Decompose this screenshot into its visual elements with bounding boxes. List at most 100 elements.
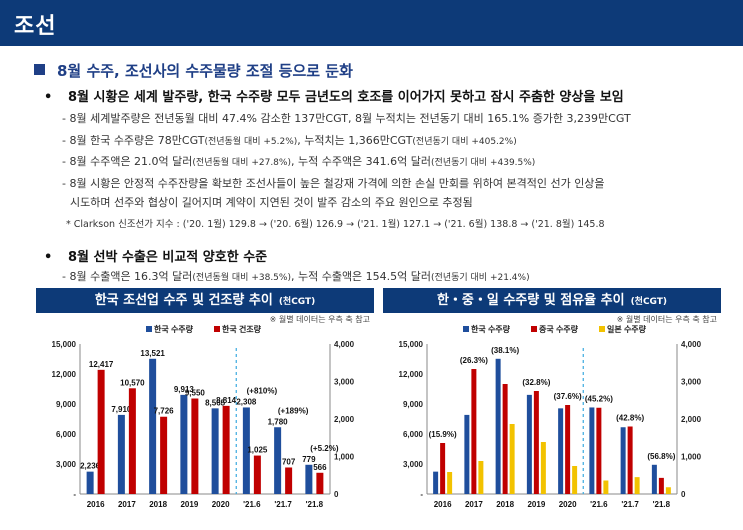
right-tick-label: 3,000	[681, 378, 702, 387]
data-label: 7,910	[111, 405, 132, 414]
bar	[305, 464, 313, 494]
bar	[651, 464, 657, 494]
title-bar: 조선	[0, 0, 743, 46]
annotation-label: (38.1%)	[491, 346, 519, 355]
bullet-dot: •	[44, 250, 53, 265]
line-2-sub-2: (전년동기 대비 +405.2%)	[412, 137, 517, 147]
chart-axis-note: ※ 월별 데이터는 우측 축 참고	[269, 315, 370, 324]
bar	[620, 427, 626, 494]
annotation-label: (+189%)	[278, 406, 309, 415]
category-label: 2019	[180, 500, 198, 509]
annotation-label: (32.8%)	[522, 378, 550, 387]
annotation-label: (15.9%)	[429, 430, 457, 439]
chart-title: 한・중・일 수주량 및 점유율 추이	[436, 293, 625, 308]
data-label: 9,913	[174, 385, 195, 394]
annotation-label: (42.8%)	[616, 414, 644, 423]
bar	[596, 407, 602, 494]
legend-label: 일본 수주량	[607, 324, 647, 334]
annotation-label: (+5.2%)	[310, 444, 339, 453]
annotation-label: (37.6%)	[554, 392, 582, 401]
clarkson-note: * Clarkson 신조선가 지수 : ('20. 1월) 129.8 → (…	[66, 219, 605, 230]
left-tick-label: 3,000	[56, 460, 77, 469]
legend-label: 한국 수주량	[154, 324, 194, 334]
bullet-1: • 8월 시황은 세계 발주량, 한국 수주량 모두 금년도의 호조를 이어가지 …	[44, 86, 624, 105]
right-tick-label: 2,000	[334, 415, 355, 424]
category-label: '21.7	[274, 500, 292, 509]
annotation-label: (+810%)	[247, 386, 278, 395]
data-label: 1,780	[268, 417, 289, 426]
category-label: 2016	[434, 500, 452, 509]
bullet-2: • 8월 선박 수출은 비교적 양호한 수준	[44, 246, 267, 265]
line-3-main: - 8월 수주액은 21.0억 달러	[62, 155, 193, 168]
bullet-1-line-4: - 8월 시황은 안정적 수주잔량을 확보한 조선사들이 높은 철강재 가격에 …	[62, 177, 605, 190]
data-label: 1,025	[247, 446, 268, 455]
category-label: '21.8	[653, 500, 671, 509]
section-heading-text: 8월 수주, 조선사의 수주물량 조절 등으로 둔화	[57, 62, 353, 80]
category-label: '21.6	[243, 500, 261, 509]
bullet-1-line-1: - 8월 세계발주량은 전년동월 대비 47.4% 감소한 137만CGT, 8…	[62, 112, 631, 125]
data-label: 13,521	[140, 349, 165, 358]
data-label: 9,550	[185, 389, 206, 398]
bar	[149, 358, 157, 494]
bar	[658, 477, 664, 494]
chart-axis-note: ※ 월별 데이터는 우측 축 참고	[616, 315, 717, 324]
chart-title-bar: 한국 조선업 수주 및 건조량 추이 (천CGT)	[36, 288, 374, 313]
chart-panel-korea: 한국 조선업 수주 및 건조량 추이 (천CGT) ※ 월별 데이터는 우측 축 …	[36, 288, 374, 520]
legend-label: 한국 건조량	[222, 324, 262, 334]
right-tick-label: 4,000	[681, 340, 702, 349]
export-sub-2: (전년동기 대비 +21.4%)	[431, 273, 530, 283]
bullet-dot: •	[44, 90, 53, 105]
bar	[211, 408, 219, 494]
line-3-mid: , 누적 수주액은 341.6억 달러	[290, 155, 432, 168]
category-label: '21.8	[306, 500, 324, 509]
data-label: 566	[313, 463, 327, 472]
bar	[180, 394, 188, 494]
left-tick-label: 3,000	[403, 460, 424, 469]
bullet-2-text: 8월 선박 수출은 비교적 양호한 수준	[68, 250, 268, 265]
data-label: 707	[282, 457, 296, 466]
category-label: '21.7	[621, 500, 639, 509]
right-tick-label: 0	[681, 490, 686, 499]
left-tick-label: -	[420, 490, 423, 499]
legend-swatch	[531, 326, 537, 332]
data-label: 779	[302, 455, 316, 464]
category-label: 2017	[465, 500, 483, 509]
left-tick-label: 6,000	[403, 430, 424, 439]
export-mid: , 누적 수출액은 154.5억 달러	[290, 270, 432, 283]
data-label: 2,236	[80, 462, 101, 471]
chart-unit: (천CGT)	[630, 297, 668, 307]
bar	[464, 414, 470, 494]
bar	[565, 405, 571, 494]
chart-unit: (천CGT)	[278, 297, 316, 307]
bullet-1-line-5: 시도하며 선주와 협상이 길어지며 계약이 지연된 것이 발주 감소의 주요 원…	[70, 196, 473, 209]
chart-panel-kcj: 한・중・일 수주량 및 점유율 추이 (천CGT) ※ 월별 데이터는 우측 축 …	[383, 288, 721, 520]
legend-swatch	[214, 326, 220, 332]
right-tick-label: 0	[334, 490, 339, 499]
legend-label: 한국 수주량	[471, 324, 511, 334]
right-tick-label: 3,000	[334, 378, 355, 387]
chart-title-bar: 한・중・일 수주량 및 점유율 추이 (천CGT)	[383, 288, 721, 313]
legend-swatch	[463, 326, 469, 332]
annotation-label: (45.2%)	[585, 394, 613, 403]
category-label: '21.6	[590, 500, 608, 509]
data-label: 8,814	[216, 396, 237, 405]
line-2-mid: , 누적치는 1,366만CGT	[297, 134, 413, 147]
bullet-1-text: 8월 시황은 세계 발주량, 한국 수주량 모두 금년도의 호조를 이어가지 못…	[68, 90, 624, 105]
legend-label: 중국 수주량	[539, 324, 579, 334]
bar	[160, 416, 168, 494]
line-2-sub-1: (전년동월 대비 +5.2%)	[204, 137, 298, 147]
annotation-label: (26.3%)	[460, 356, 488, 365]
bullet-2-line-1: - 8월 수출액은 16.3억 달러(전년동월 대비 +38.5%), 누적 수…	[62, 268, 530, 284]
bar	[471, 369, 477, 494]
left-tick-label: 15,000	[52, 340, 77, 349]
data-label: 12,417	[89, 360, 114, 369]
bar	[627, 426, 633, 494]
bar	[128, 388, 136, 494]
bar	[242, 407, 250, 494]
bar	[440, 443, 446, 494]
bar	[274, 427, 282, 494]
chart-kcj-orders-share: 15,000 12,000 9,000 6,000 3,000 - 4,000 3,000 2,…	[399, 324, 702, 509]
bar	[433, 471, 439, 494]
right-tick-label: 1,000	[334, 453, 355, 462]
export-sub-1: (전년동월 대비 +38.5%)	[192, 273, 291, 283]
